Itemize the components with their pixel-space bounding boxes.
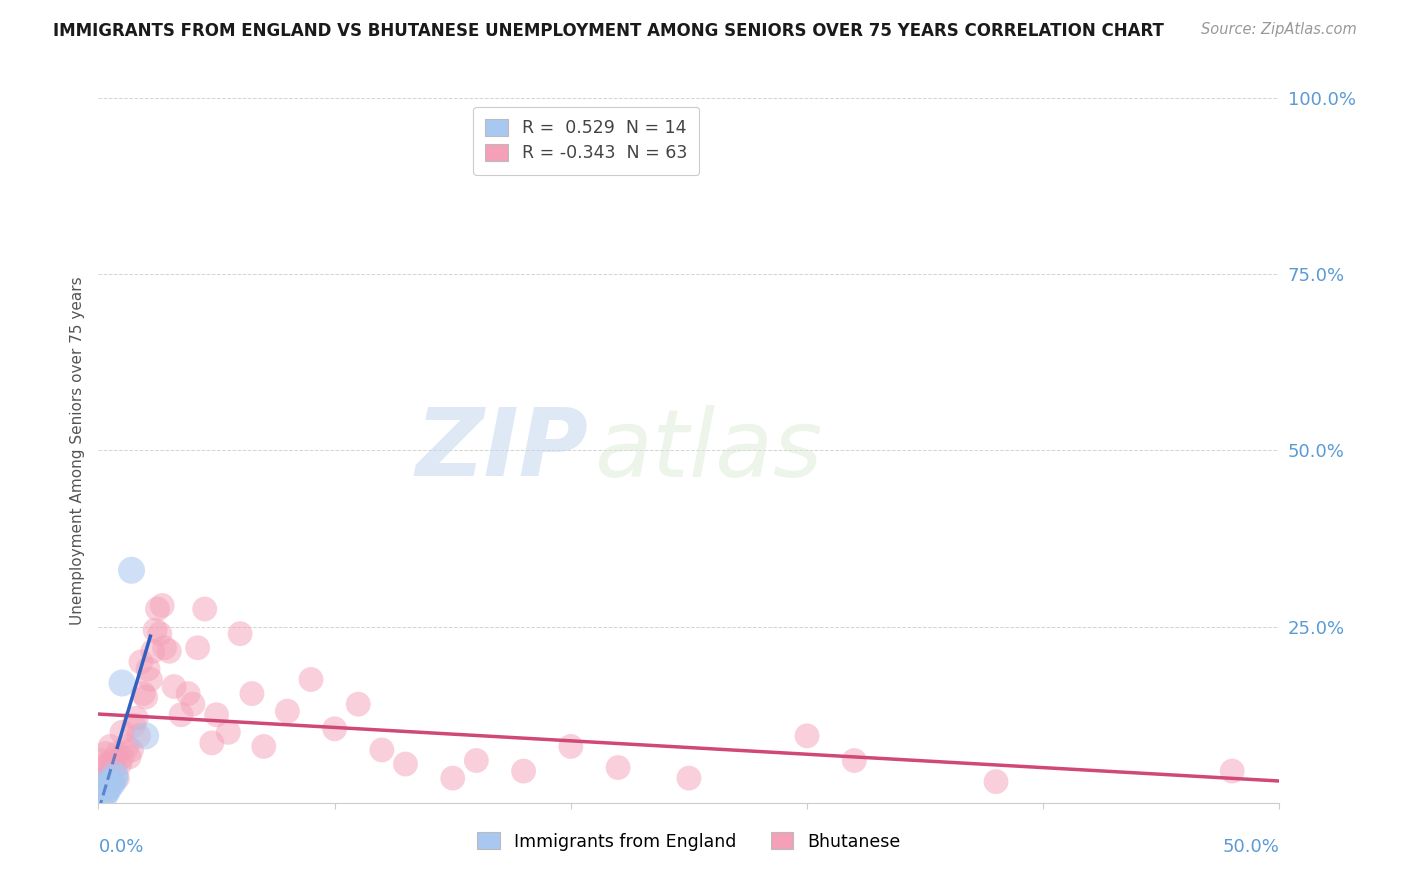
Point <box>229 626 252 640</box>
Point <box>150 599 173 613</box>
Point <box>108 757 131 772</box>
Point <box>465 754 488 768</box>
Point <box>149 626 172 640</box>
Point <box>217 725 239 739</box>
Point <box>163 680 186 694</box>
Point <box>347 697 370 711</box>
Point <box>90 754 112 768</box>
Point <box>101 754 124 768</box>
Point <box>98 778 121 792</box>
Point <box>105 771 128 785</box>
Point <box>121 743 143 757</box>
Point <box>90 778 112 792</box>
Point <box>98 739 121 754</box>
Point <box>984 774 1007 789</box>
Point <box>94 774 117 789</box>
Text: Source: ZipAtlas.com: Source: ZipAtlas.com <box>1201 22 1357 37</box>
Point <box>136 662 159 676</box>
Point <box>142 644 165 658</box>
Point <box>201 736 224 750</box>
Point <box>118 750 141 764</box>
Text: 0.0%: 0.0% <box>98 838 143 856</box>
Point <box>91 760 114 774</box>
Point <box>678 771 700 785</box>
Point <box>104 760 127 774</box>
Point <box>128 729 150 743</box>
Point <box>187 640 209 655</box>
Point <box>299 673 322 687</box>
Point <box>139 673 162 687</box>
Text: IMMIGRANTS FROM ENGLAND VS BHUTANESE UNEMPLOYMENT AMONG SENIORS OVER 75 YEARS CO: IMMIGRANTS FROM ENGLAND VS BHUTANESE UNE… <box>53 22 1164 40</box>
Point <box>240 687 263 701</box>
Point <box>105 747 128 761</box>
Point <box>394 757 416 772</box>
Point <box>441 771 464 785</box>
Point <box>1220 764 1243 778</box>
Point <box>104 767 127 781</box>
Point <box>97 783 120 797</box>
Point <box>125 711 148 725</box>
Point <box>122 718 145 732</box>
Point <box>91 781 114 796</box>
Point <box>153 640 176 655</box>
Point <box>98 764 121 778</box>
Point <box>135 690 157 705</box>
Point <box>97 757 120 772</box>
Point <box>101 774 124 789</box>
Point <box>91 771 114 785</box>
Text: ZIP: ZIP <box>416 404 589 497</box>
Point <box>205 707 228 722</box>
Point <box>194 602 217 616</box>
Point <box>111 750 134 764</box>
Point <box>132 687 155 701</box>
Point <box>135 729 157 743</box>
Point <box>115 739 138 754</box>
Point <box>607 760 630 774</box>
Point <box>844 754 866 768</box>
Point <box>104 771 127 785</box>
Point <box>177 687 200 701</box>
Point <box>371 743 394 757</box>
Point <box>170 707 193 722</box>
Point <box>157 644 180 658</box>
Point <box>512 764 534 778</box>
Point <box>323 722 346 736</box>
Text: 50.0%: 50.0% <box>1223 838 1279 856</box>
Y-axis label: Unemployment Among Seniors over 75 years: Unemployment Among Seniors over 75 years <box>69 277 84 624</box>
Point <box>276 704 298 718</box>
Point <box>143 623 166 637</box>
Point <box>94 785 117 799</box>
Point <box>253 739 276 754</box>
Point <box>146 602 169 616</box>
Point <box>129 655 152 669</box>
Text: atlas: atlas <box>595 405 823 496</box>
Point <box>101 776 124 790</box>
Point <box>98 774 121 789</box>
Point <box>94 747 117 761</box>
Point <box>121 563 143 577</box>
Point <box>97 780 120 795</box>
Point <box>181 697 204 711</box>
Point <box>97 767 120 781</box>
Point <box>111 676 134 690</box>
Point <box>111 725 134 739</box>
Point <box>796 729 818 743</box>
Point <box>94 788 117 802</box>
Point <box>560 739 582 754</box>
Legend: Immigrants from England, Bhutanese: Immigrants from England, Bhutanese <box>471 825 907 857</box>
